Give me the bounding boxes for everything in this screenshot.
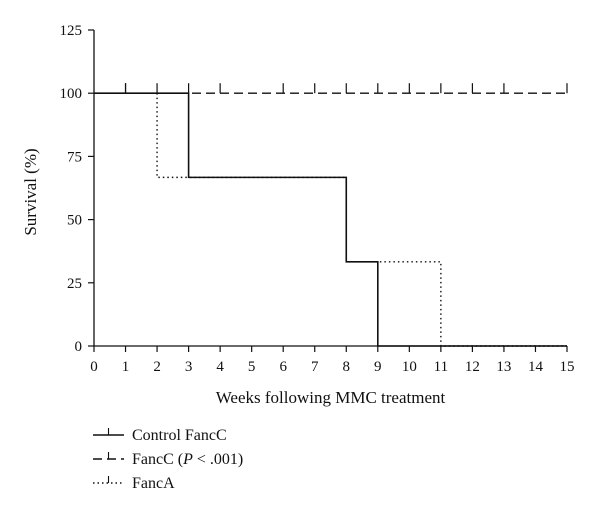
x-tick-label: 12 <box>465 359 480 375</box>
y-axis-label: Survival (%) <box>21 148 40 235</box>
x-tick-label: 7 <box>311 359 319 375</box>
x-tick-label: 1 <box>122 359 130 375</box>
series-line-3 <box>94 92 567 347</box>
y-tick-label: 100 <box>60 86 83 102</box>
y-tick-label: 75 <box>67 149 82 165</box>
legend-label-3: FancA <box>132 475 175 492</box>
x-tick-label: 9 <box>374 359 382 375</box>
x-tick-label: 0 <box>90 359 98 375</box>
x-tick-label: 14 <box>528 359 544 375</box>
x-tick-label: 15 <box>560 359 575 375</box>
legend: Control FancC FancC (P < .001) FancA <box>93 427 243 492</box>
x-tick-label: 5 <box>248 359 256 375</box>
x-tick-label: 11 <box>434 359 448 375</box>
y-tick-label: 50 <box>67 213 82 229</box>
x-tick-label: 10 <box>402 359 417 375</box>
legend-label-2: FancC (P < .001) <box>132 451 243 468</box>
series-line-1 <box>94 92 567 347</box>
y-tick-label: 0 <box>75 339 83 355</box>
x-tick-label: 4 <box>216 359 224 375</box>
x-tick-label: 6 <box>279 359 287 375</box>
x-tick-label: 8 <box>343 359 351 375</box>
legend-label-1: Control FancC <box>132 427 227 444</box>
x-tick-label: 3 <box>185 359 193 375</box>
x-tick-label: 13 <box>496 359 511 375</box>
y-tick-label: 25 <box>67 276 82 292</box>
x-axis-label: Weeks following MMC treatment <box>216 388 446 407</box>
plot-area <box>94 83 568 347</box>
x-tick-label: 2 <box>153 359 161 375</box>
y-tick-label: 125 <box>60 23 83 39</box>
